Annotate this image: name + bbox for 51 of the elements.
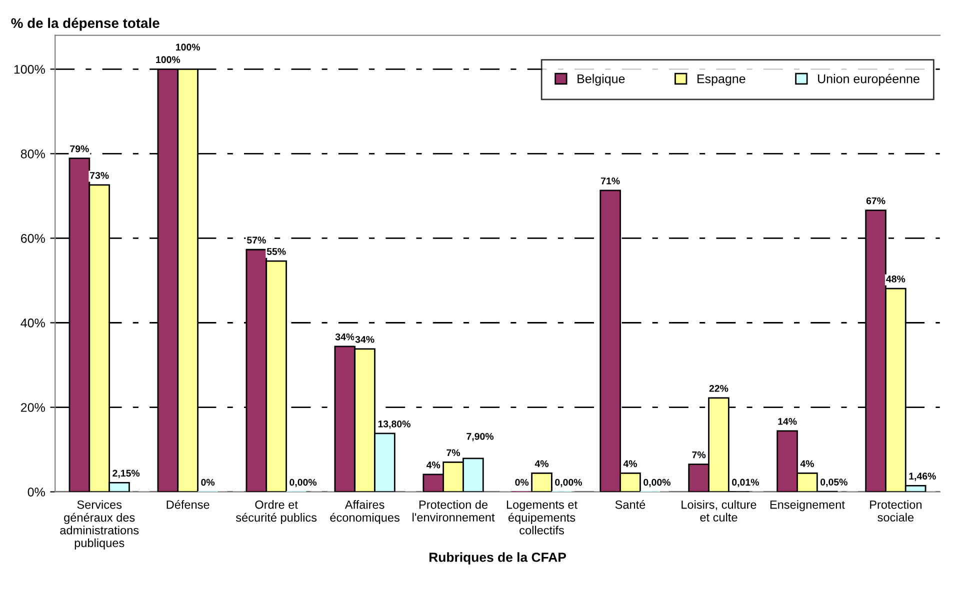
x-tick-label: Affaires économiques [330,500,400,524]
data-label: 0,01% [732,478,759,488]
data-label: 22% [709,385,728,392]
data-label: 4% [534,460,549,468]
data-label: 100% [176,44,200,51]
x-axis-title: Rubriques de la CFAP [429,552,566,565]
x-tick-label: Protection de l'environnement [412,500,495,522]
y-tick-label: 100% [14,64,45,74]
y-tick-label: 40% [20,318,45,328]
data-label: 0,00% [290,478,317,488]
legend-label: Espagne [698,74,746,86]
x-tick-label: Ordre et sécurité publics [236,500,317,524]
y-tick-label: 20% [21,403,45,412]
x-tick-label: Protection sociale [870,500,922,522]
data-label: 55% [266,248,286,255]
y-tick-label: 80% [20,149,45,158]
data-label: 1,46% [909,472,936,481]
data-label: 2,15% [112,470,140,478]
data-label: 4% [623,460,638,468]
data-label: 0,00% [644,478,670,488]
data-label: 73% [90,172,109,179]
x-tick-label: Services généraux des administrations publiques [60,500,139,550]
data-label: 14% [778,418,797,425]
x-tick-label: Logements et équipements collectifs [506,500,578,534]
data-label: 57% [246,236,266,244]
data-label: 0% [515,478,529,486]
legend-label: Belgique [578,74,625,86]
x-tick-label: Défense [166,500,210,509]
y-tick-label: 60% [21,234,45,243]
x-tick-label: Enseignement [770,500,845,512]
data-label: 67% [866,197,886,204]
y-tick-label: 0% [28,488,45,496]
data-label: 71% [601,178,620,184]
data-label: 7% [692,451,706,458]
x-tick-label: Santé [615,500,646,509]
data-label: 100% [156,56,180,64]
data-label: 4% [800,460,814,468]
data-label: 7,90% [466,432,494,442]
data-label: 79% [70,145,89,152]
data-label: 13,80% [378,420,410,429]
y-axis-title: % de la dépense totale [11,18,160,31]
data-label: 34% [335,333,354,340]
data-label: 7% [446,449,460,456]
data-label: 4% [426,462,440,468]
data-label: 0% [201,478,215,486]
legend-label: Union européenne [818,74,920,86]
x-tick-label: Loisirs, culture et culte [682,500,756,522]
data-label: 34% [355,336,374,343]
data-label: 0,00% [555,478,582,488]
data-label: 0,05% [820,478,848,487]
data-label: 48% [886,276,906,282]
